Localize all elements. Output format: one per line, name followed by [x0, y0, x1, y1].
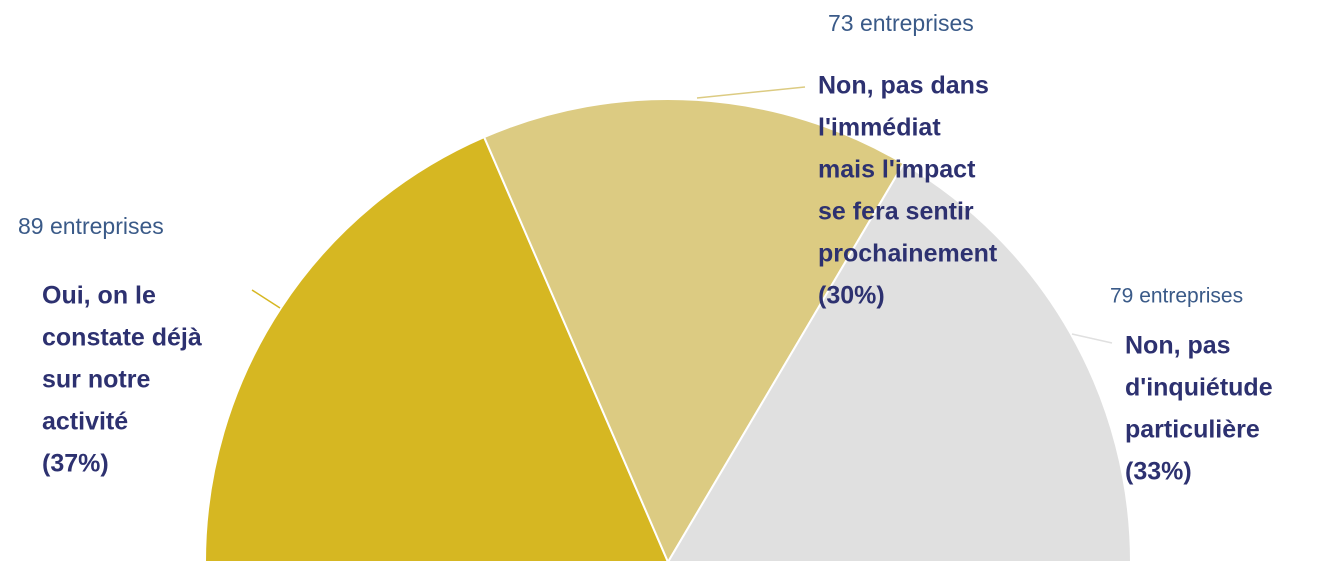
count-label: 73 entreprises [828, 10, 974, 36]
category-label: Non, pas dans [818, 72, 989, 100]
count-label: 89 entreprises [18, 213, 164, 239]
category-label: d'inquiétude [1125, 374, 1273, 402]
category-label: Oui, on le [42, 282, 156, 310]
category-label: activité [42, 408, 128, 436]
value-label: (37%) [42, 450, 109, 478]
leader-line [251, 289, 281, 309]
pie-slice [203, 135, 670, 562]
pie-slice [482, 98, 906, 562]
leader-line [1071, 333, 1113, 344]
pie-slice [666, 162, 1133, 562]
category-label: mais l'impact [818, 156, 976, 184]
value-label: (33%) [1125, 458, 1192, 486]
category-label: particulière [1125, 416, 1260, 444]
category-label: constate déjà [42, 324, 202, 352]
count-label: 79 entreprises [1110, 285, 1243, 308]
category-label: se fera sentir [818, 198, 974, 226]
category-label: l'immédiat [818, 114, 941, 142]
category-label: Non, pas [1125, 332, 1231, 360]
category-label: sur notre [42, 366, 150, 394]
value-label: (30%) [818, 282, 885, 310]
category-label: prochainement [818, 240, 998, 268]
leader-line [696, 86, 806, 99]
